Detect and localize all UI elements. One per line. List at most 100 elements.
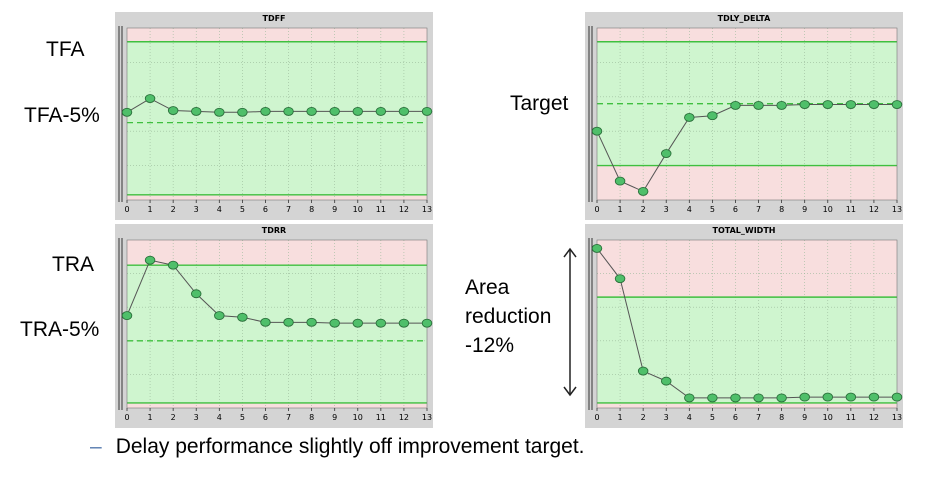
x-tick-label: 7 — [286, 413, 291, 422]
x-tick-label: 0 — [124, 413, 129, 422]
x-tick-label: 3 — [664, 413, 669, 422]
area-label-line2: reduction — [465, 305, 552, 328]
x-tick-label: 1 — [148, 413, 153, 422]
data-point — [167, 106, 179, 116]
x-tick-label: 11 — [846, 413, 856, 422]
data-point — [214, 107, 225, 117]
tfa-label: TFA — [46, 38, 85, 61]
data-point — [845, 392, 857, 402]
bullet-item: – Delay performance slightly off improvem… — [90, 435, 585, 459]
data-point — [121, 107, 133, 117]
data-point — [591, 243, 603, 253]
x-tick-label: 6 — [733, 205, 738, 214]
data-point — [730, 100, 741, 110]
x-tick-label: 6 — [263, 205, 268, 214]
data-point — [891, 392, 903, 402]
x-tick-label: 2 — [171, 205, 176, 214]
data-point — [398, 318, 410, 328]
data-point — [329, 106, 340, 116]
x-tick-label: 4 — [217, 205, 222, 214]
data-point — [352, 318, 364, 328]
bullet-marker: – — [90, 435, 102, 458]
bullet-text: Delay performance slightly off improveme… — [115, 435, 585, 458]
x-tick-label: 13 — [422, 413, 432, 422]
x-tick-label: 8 — [779, 413, 784, 422]
x-tick-label: 7 — [756, 413, 761, 422]
data-point — [398, 106, 410, 116]
x-tick-label: 5 — [710, 205, 715, 214]
chart-tdff: TDFF 0 1 2 3 4 5 6 7 8 9 10 11 12 13 — [115, 12, 433, 220]
data-point — [684, 393, 695, 403]
data-point — [614, 176, 626, 186]
x-tick-label: 6 — [733, 413, 738, 422]
x-tick-label: 4 — [687, 413, 692, 422]
data-point — [799, 392, 810, 402]
x-tick-label: 2 — [171, 413, 176, 422]
data-point — [660, 149, 672, 159]
target-label: Target — [510, 92, 569, 115]
data-point — [190, 289, 202, 299]
data-point — [283, 317, 294, 327]
x-tick-label: 7 — [756, 205, 761, 214]
x-tick-label: 11 — [846, 205, 856, 214]
x-tick-label: 10 — [823, 413, 833, 422]
data-point — [237, 107, 248, 117]
data-point — [260, 317, 271, 327]
chart-total-width: TOTAL_WIDTH 0 1 2 3 4 5 6 7 8 9 10 11 12 13 — [585, 224, 903, 428]
tra-minus-label: TRA-5% — [20, 318, 100, 341]
data-point — [637, 186, 649, 196]
x-tick-label: 10 — [823, 205, 833, 214]
data-point — [614, 274, 626, 284]
plot-pass-band — [127, 41, 427, 195]
data-point — [684, 112, 695, 122]
x-tick-label: 8 — [309, 413, 314, 422]
x-tick-label: 9 — [802, 413, 807, 422]
x-tick-label: 9 — [332, 205, 337, 214]
chart-title: TDFF — [262, 14, 285, 23]
data-point — [753, 393, 764, 403]
x-tick-label: 0 — [124, 205, 129, 214]
plot-pass-band — [127, 265, 427, 403]
x-tick-label: 13 — [892, 205, 902, 214]
x-tick-label: 4 — [687, 205, 692, 214]
tfa-minus-label: TFA-5% — [24, 104, 100, 127]
data-point — [167, 260, 179, 270]
data-point — [868, 392, 880, 402]
x-tick-label: 9 — [332, 413, 337, 422]
data-point — [144, 94, 156, 103]
data-point — [283, 106, 294, 116]
plot-pass-band — [597, 297, 897, 403]
data-point — [190, 106, 202, 116]
tra-label: TRA — [52, 253, 94, 276]
data-point — [776, 393, 787, 403]
data-point — [660, 376, 672, 386]
x-tick-label: 1 — [618, 413, 623, 422]
reduction-double-arrow-icon — [563, 247, 577, 397]
data-point — [421, 318, 433, 328]
data-point — [707, 111, 718, 121]
area-label-line1: Area — [465, 276, 510, 299]
x-tick-label: 10 — [353, 413, 363, 422]
x-tick-label: 3 — [664, 205, 669, 214]
data-point — [845, 100, 857, 109]
x-tick-label: 6 — [263, 413, 268, 422]
x-tick-label: 11 — [376, 413, 386, 422]
x-tick-label: 5 — [240, 205, 245, 214]
data-point — [776, 100, 787, 110]
data-point — [637, 366, 649, 376]
data-point — [891, 100, 903, 109]
data-point — [868, 100, 880, 109]
x-tick-label: 7 — [286, 205, 291, 214]
x-tick-label: 12 — [869, 205, 879, 214]
data-point — [121, 311, 133, 321]
x-tick-label: 0 — [594, 413, 599, 422]
x-tick-label: 2 — [641, 205, 646, 214]
data-point — [591, 126, 603, 136]
data-point — [352, 106, 364, 116]
x-tick-label: 4 — [217, 413, 222, 422]
x-tick-label: 13 — [422, 205, 432, 214]
data-point — [214, 311, 225, 321]
